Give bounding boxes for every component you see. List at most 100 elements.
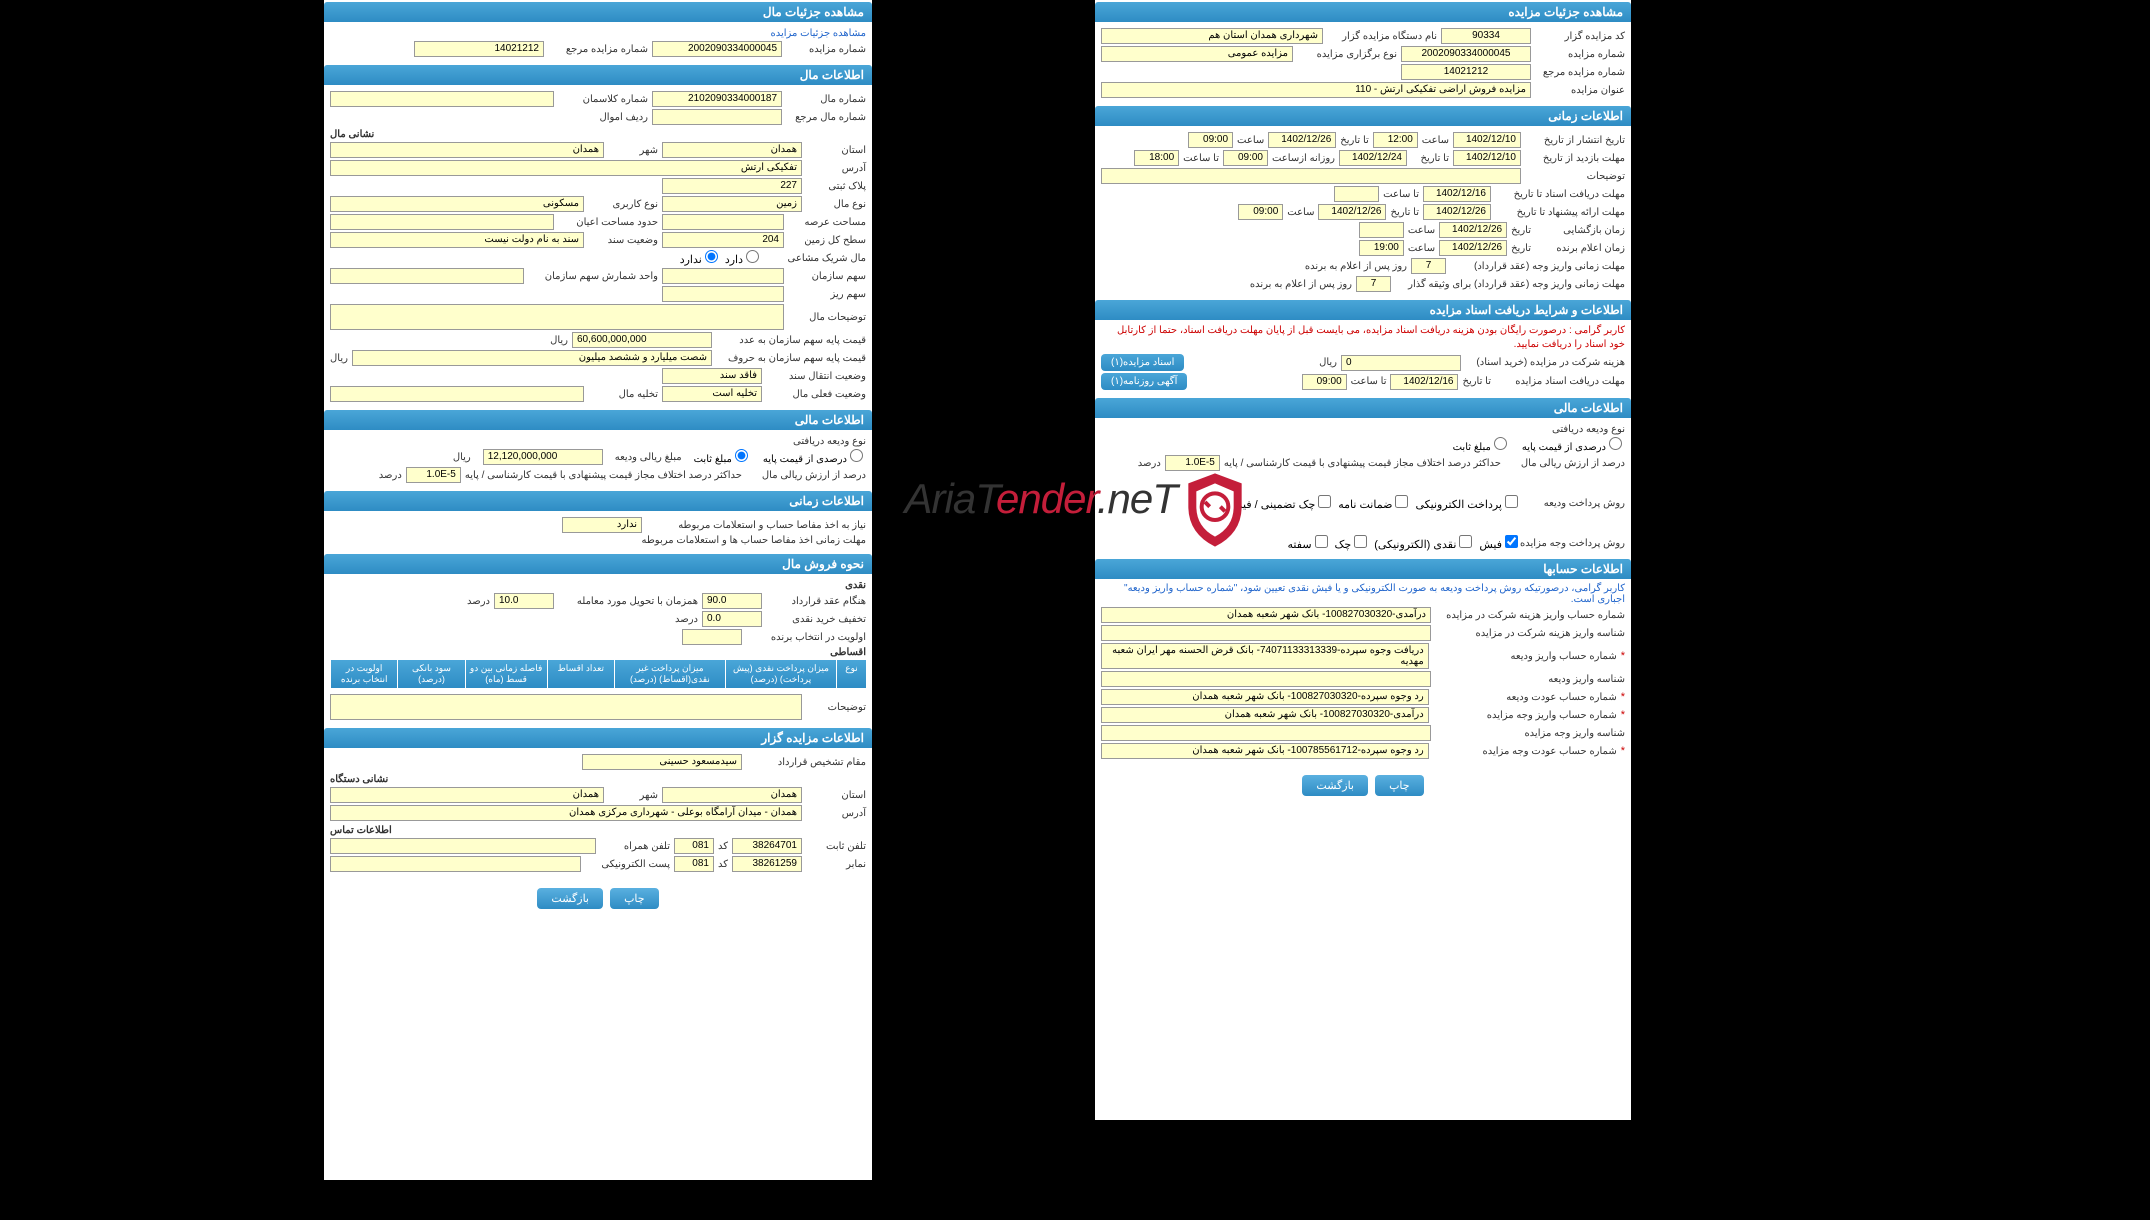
label-mohlat-mofasa: مهلت زمانی اخذ مفاصا حساب ها و استعلامات… — [616, 535, 866, 546]
field-max-ekhtelaf-l: 1.0E-5 — [406, 467, 461, 483]
field-acc2 — [1101, 625, 1431, 641]
field-acc7 — [1101, 725, 1431, 741]
section-body-time-l: نیاز به اخذ مفاصا حساب و استعلامات مربوط… — [324, 511, 872, 552]
radio-mablagh-input[interactable] — [1494, 437, 1507, 450]
btn-asnad[interactable]: اسناد مزایده(۱) — [1101, 354, 1184, 371]
chk-zemanat-input[interactable] — [1395, 495, 1408, 508]
btn-agahi[interactable]: آگهی روزنامه(۱) — [1101, 373, 1187, 390]
field-tozihat-foroosh — [330, 694, 802, 720]
radio-nadarad[interactable]: ندارد — [680, 250, 721, 266]
radio-darsad-l-input[interactable] — [850, 449, 863, 462]
field-namabar: 38261259 — [732, 856, 802, 872]
link-mozayede-details[interactable]: مشاهده جزئیات مزایده — [770, 28, 866, 39]
label-moshae: مال شریک مشاعی — [766, 253, 866, 264]
chk-chek2[interactable]: چک — [1335, 535, 1371, 551]
field-enteshar-to-time: 09:00 — [1188, 132, 1233, 148]
label-darsad3: درصد — [675, 614, 698, 625]
field-eraee: 1402/12/26 — [1423, 204, 1491, 220]
label-shomare-l: شماره مزایده — [786, 44, 866, 55]
label-radif: ردیف اموال — [558, 112, 648, 123]
chk-safte[interactable]: سفته — [1288, 535, 1331, 551]
field-shahr-g: همدان — [330, 787, 604, 803]
subsection-tamas: اطلاعات تماس — [330, 825, 866, 836]
chk-elec-input[interactable] — [1505, 495, 1518, 508]
th-noe: نوع — [836, 660, 866, 688]
label-acc1: شماره حساب واریز هزینه شرکت در مزایده — [1435, 610, 1625, 621]
label-acc3: شماره حساب واریز ودیعه — [1433, 651, 1617, 662]
chk-naghdi-input[interactable] — [1459, 535, 1472, 548]
section-body-mal-details: مشاهده جزئیات مزایده شماره مزایده 200209… — [324, 22, 872, 63]
label-ta2: تا تاریخ — [1411, 153, 1449, 164]
label-saat3: ساعت — [1287, 207, 1314, 218]
label-email: پست الکترونیکی — [585, 859, 670, 870]
field-adres: تفکیکی ارتش — [330, 160, 802, 176]
radio-mablagh-l[interactable]: مبلغ ثابت — [694, 449, 751, 465]
field-mohlat-to: 1402/12/16 — [1390, 374, 1458, 390]
chk-elec[interactable]: پرداخت الکترونیکی — [1415, 495, 1521, 511]
chk-fish-input[interactable] — [1505, 535, 1518, 548]
field-acc5: رد وجوه سپرده-100827030320- بانک شهر شعب… — [1101, 689, 1429, 705]
field-dastgah: شهرداری همدان استان هم — [1101, 28, 1323, 44]
btn-print-left[interactable]: چاپ — [610, 888, 659, 909]
field-marja-l: 14021212 — [414, 41, 544, 57]
chk-chek[interactable]: چک تضمینی / فیش بانکی — [1201, 495, 1334, 511]
label-elam: زمان اعلام برنده — [1535, 243, 1625, 254]
btn-back-right[interactable]: بازگشت — [1302, 775, 1368, 796]
radio-nadarad-input[interactable] — [705, 250, 718, 263]
field-roozane-to: 18:00 — [1134, 150, 1179, 166]
field-olaviat-entekhab — [682, 629, 742, 645]
chk-zemanat[interactable]: ضمانت نامه — [1338, 495, 1411, 511]
chk-chek-input[interactable] — [1318, 495, 1331, 508]
btn-print-right[interactable]: چاپ — [1375, 775, 1424, 796]
button-row-right: چاپ بازگشت — [1095, 765, 1631, 806]
th-fasele: فاصله زمانی بین دو قسط (ماه) — [465, 660, 547, 688]
field-tozihat-mal — [330, 304, 784, 330]
label-ta-saat2: تا ساعت — [1383, 189, 1419, 200]
radio-darad[interactable]: دارد — [725, 250, 762, 266]
radio-darsad[interactable]: درصدی از قیمت پایه — [1522, 437, 1625, 453]
field-acc3: دریافت وجوه سپرده-74071133313339- بانک ق… — [1101, 643, 1429, 669]
chk-naghdi[interactable]: نقدی (الکترونیکی) — [1374, 535, 1475, 551]
label-vaziat-enteghal: وضعیت انتقال سند — [766, 371, 866, 382]
label-mohlat-vadie: مهلت زمانی واریز وجه (عقد قرارداد) برای … — [1395, 279, 1625, 290]
label-bazdid: مهلت بازدید از تاریخ — [1525, 153, 1625, 164]
field-noe-mal: زمین — [662, 196, 802, 212]
field-mohlat-time: 09:00 — [1302, 374, 1347, 390]
label-enteshar: تاریخ انتشار از تاریخ — [1525, 135, 1625, 146]
chk-safte-input[interactable] — [1315, 535, 1328, 548]
field-enteshar-time: 12:00 — [1373, 132, 1418, 148]
label-vahed: واحد شمارش سهم سازمان — [528, 271, 658, 282]
field-niaz: ندارد — [562, 517, 642, 533]
label-karbari: نوع کاربری — [588, 199, 658, 210]
field-bazgoshaee-time — [1359, 222, 1404, 238]
panel-auction-details: مشاهده جزئیات مزایده کد مزایده گزار 9033… — [1095, 0, 1631, 1120]
label-acc6: شماره حساب واریز وجه مزایده — [1433, 710, 1617, 721]
radio-darsad-input[interactable] — [1609, 437, 1622, 450]
radio-darad-input[interactable] — [746, 250, 759, 263]
field-takhfif: 0.0 — [702, 611, 762, 627]
section-body-mali-l: نوع ودیعه دریافتی درصدی از قیمت پایه مبل… — [324, 430, 872, 489]
label-noe-vadie-l: نوع ودیعه دریافتی — [793, 436, 866, 447]
btn-back-left[interactable]: بازگشت — [537, 888, 603, 909]
chk-chek2-input[interactable] — [1354, 535, 1367, 548]
radio-mablagh[interactable]: مبلغ ثابت — [1453, 437, 1510, 453]
label-acc8: شماره حساب عودت وجه مزایده — [1433, 746, 1617, 757]
radio-darsad-l[interactable]: درصدی از قیمت پایه — [763, 449, 866, 465]
warning-text: کاربر گرامی : درصورت رایگان بودن هزینه د… — [1101, 324, 1625, 352]
label-tel: تلفن ثابت — [806, 841, 866, 852]
field-hodood — [330, 214, 554, 230]
label-rooz2: روز پس از اعلام به برنده — [1250, 279, 1352, 290]
field-mohlat-vadie: 7 — [1356, 276, 1391, 292]
label-hengam: هنگام عقد قرارداد — [766, 596, 866, 607]
label-marja-l: شماره مزایده مرجع — [548, 44, 648, 55]
field-hengam: 90.0 — [702, 593, 762, 609]
label-rial-l: ریال — [550, 335, 568, 346]
table-header-aghsat: نوع میزان پرداخت نقدی (پیش پرداخت) (درصد… — [330, 660, 866, 688]
chk-fish[interactable]: فیش — [1479, 535, 1521, 551]
label-ta-saat: تا ساعت — [1183, 153, 1219, 164]
label-rooz: روز پس از اعلام به برنده — [1305, 261, 1407, 272]
panel-property-details: مشاهده جزئیات مال مشاهده جزئیات مزایده ش… — [324, 0, 872, 1180]
field-hazine: 0 — [1341, 355, 1461, 371]
radio-mablagh-l-input[interactable] — [735, 449, 748, 462]
field-elam: 1402/12/26 — [1439, 240, 1507, 256]
